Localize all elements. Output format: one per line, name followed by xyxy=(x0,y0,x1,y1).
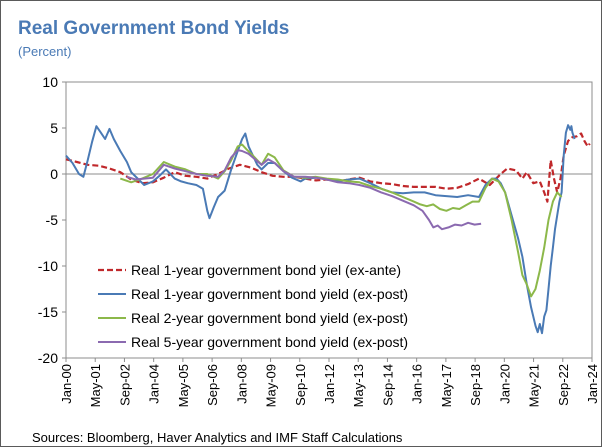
x-tick-label: Jan-12 xyxy=(322,364,337,404)
source-note: Sources: Bloomberg, Haver Analytics and … xyxy=(32,430,403,445)
x-tick-label: Sep-22 xyxy=(556,364,571,406)
x-tick-label: May-21 xyxy=(527,364,542,407)
x-tick-label: May-05 xyxy=(176,364,191,407)
series-line-4 xyxy=(126,149,482,231)
y-tick-label: -5 xyxy=(46,212,59,228)
x-tick-label: May-17 xyxy=(439,364,454,407)
chart-title: Real Government Bond Yields xyxy=(18,18,290,39)
y-tick-label: -20 xyxy=(38,350,58,366)
series-line-1 xyxy=(65,132,591,203)
y-tick-label: 5 xyxy=(50,120,58,136)
x-tick-label: Jan-24 xyxy=(585,364,600,404)
legend-label: Real 5-year government bond yield (ex-po… xyxy=(131,334,408,350)
legend-label: Real 2-year government bond yield (ex-po… xyxy=(131,310,408,326)
y-tick-label: -15 xyxy=(38,304,58,320)
x-tick-label: Jan-08 xyxy=(234,364,249,404)
y-tick-label: 10 xyxy=(42,74,58,90)
x-tick-label: May-01 xyxy=(88,364,103,407)
x-tick-label: Sep-14 xyxy=(380,364,395,406)
chart-subtitle: (Percent) xyxy=(18,44,72,59)
x-tick-label: Sep-06 xyxy=(205,364,220,406)
x-tick-label: Jan-04 xyxy=(147,364,162,404)
x-tick-label: Sep-02 xyxy=(117,364,132,406)
legend-label: Real 1-year government bond yield (ex-po… xyxy=(131,286,408,302)
x-tick-label: Jan-20 xyxy=(497,364,512,404)
x-tick-label: Jan-16 xyxy=(410,364,425,404)
x-tick-label: Sep-18 xyxy=(468,364,483,406)
x-tick-label: Sep-10 xyxy=(293,364,308,406)
x-tick-label: May-13 xyxy=(351,364,366,407)
y-tick-label: 0 xyxy=(50,166,58,182)
x-tick-label: Jan-00 xyxy=(59,364,74,404)
y-tick-label: -10 xyxy=(38,258,58,274)
legend-label: Real 1-year government bond yiel (ex-ant… xyxy=(131,262,401,278)
x-tick-label: May-09 xyxy=(264,364,279,407)
series-line-2 xyxy=(65,124,576,335)
